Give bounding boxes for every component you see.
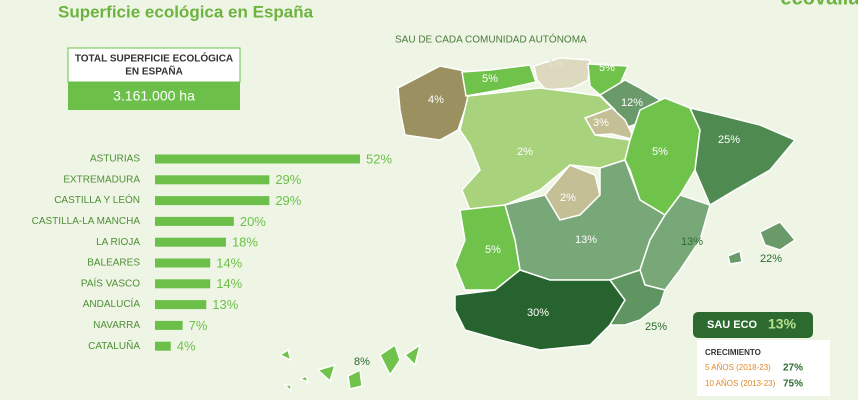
region-label: 13%: [681, 236, 703, 248]
value-label: 4%: [177, 339, 196, 354]
map-region: [278, 343, 422, 393]
category-label: LA RIOJA: [96, 237, 140, 248]
bar: [155, 279, 211, 289]
region-label: 22%: [760, 253, 782, 265]
bar: [155, 258, 211, 268]
sau-label: SAU ECO: [707, 319, 758, 331]
region-label: 2%: [560, 192, 576, 204]
region-label: 5%: [652, 146, 668, 158]
value-label: 29%: [275, 172, 301, 187]
region-label: 25%: [645, 321, 667, 333]
region-label: 12%: [621, 97, 643, 109]
value-label: 14%: [216, 276, 242, 291]
bar: [155, 196, 270, 206]
map-title: SAU DE CADA COMUNIDAD AUTÓNOMA: [395, 33, 587, 46]
category-label: BALEARES: [87, 258, 140, 269]
value-label: 20%: [240, 214, 266, 229]
bar: [155, 237, 226, 247]
region-label: 5%: [599, 62, 615, 74]
growth-period: 10 AÑOS (2013-23): [705, 379, 776, 388]
total-label: TOTAL SUPERFICIE ECOLÓGICA: [75, 52, 233, 65]
category-label: NAVARRA: [93, 320, 140, 331]
total-value-box: [68, 82, 240, 110]
region-label: 2%: [517, 146, 533, 158]
map-region: [461, 64, 537, 97]
region-label: 5%: [485, 244, 501, 256]
map-region: [608, 269, 666, 326]
growth-value: 75%: [783, 379, 803, 390]
logo: ecovalia: [781, 0, 858, 9]
value-label: 18%: [232, 235, 258, 250]
title: Superficie ecológica en España: [58, 2, 314, 21]
map-region: [688, 106, 797, 207]
map-region: [639, 194, 711, 291]
category-label: CATALUÑA: [88, 339, 140, 352]
region-label: 25%: [718, 134, 740, 146]
sau-box: [693, 312, 813, 338]
region-label: 4%: [428, 94, 444, 106]
category-label: CASTILLA-LA MANCHA: [32, 216, 141, 227]
category-label: PAÍS VASCO: [81, 276, 140, 289]
region-label: 5%: [482, 73, 498, 85]
bar: [155, 216, 234, 226]
growth-period: 5 AÑOS (2018-23): [705, 363, 771, 372]
sau-value: 13%: [768, 316, 797, 332]
map-region: [727, 221, 797, 265]
value-label: 7%: [189, 318, 208, 333]
bar: [155, 341, 171, 351]
category-label: EXTREMADURA: [63, 174, 140, 185]
region-label: 8%: [354, 356, 370, 368]
value-label: 29%: [275, 193, 301, 208]
value-label: 13%: [212, 297, 238, 312]
region-label: 3%: [593, 117, 609, 129]
bar: [155, 154, 360, 164]
growth-title: CRECIMIENTO: [705, 348, 761, 357]
map-region: [397, 65, 471, 141]
value-label: 14%: [216, 255, 242, 270]
category-label: ASTURIAS: [90, 154, 140, 165]
total-label-box: [67, 47, 241, 83]
growth-value: 27%: [783, 363, 803, 374]
region-label: 1%: [548, 58, 564, 70]
bar: [155, 320, 183, 330]
total-value: 3.161.000 ha: [113, 88, 195, 104]
region-label: 30%: [527, 307, 549, 319]
category-label: ANDALUCÍA: [83, 297, 141, 310]
total-label: EN ESPAÑA: [125, 65, 183, 78]
map-region: [533, 57, 591, 91]
category-label: CASTILLA Y LEÓN: [54, 193, 140, 206]
growth-panel: [697, 340, 830, 396]
region-label: 13%: [575, 234, 597, 246]
bar: [155, 300, 207, 310]
value-label: 52%: [366, 151, 392, 166]
bar: [155, 175, 270, 185]
